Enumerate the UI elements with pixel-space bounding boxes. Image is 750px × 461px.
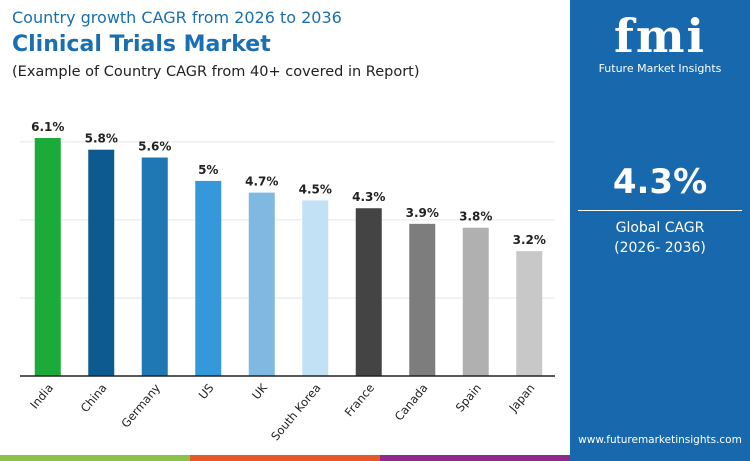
x-tick-label: Germany — [118, 381, 163, 431]
bar-us — [195, 180, 222, 376]
logo-subtitle: Future Market Insights — [598, 62, 722, 75]
data-label: 5% — [198, 163, 218, 177]
x-tick-label: China — [78, 381, 110, 415]
bar-south-korea — [302, 200, 329, 376]
x-tick-label: US — [196, 381, 217, 402]
data-label: 5.6% — [138, 140, 171, 154]
bar-france — [355, 208, 382, 376]
x-tick-label: UK — [249, 381, 270, 403]
x-tick-label: India — [27, 381, 56, 412]
x-tick-label: France — [342, 381, 377, 419]
bar-spain — [462, 227, 489, 376]
website-link[interactable]: www.futuremarketinsights.com — [578, 434, 742, 446]
bar-japan — [516, 251, 543, 376]
x-tick-label: Spain — [453, 381, 484, 415]
footer-strip-green — [0, 455, 190, 461]
data-label: 3.2% — [513, 233, 546, 247]
data-label: 6.1% — [31, 120, 64, 134]
data-label: 3.8% — [459, 210, 492, 224]
chart-note: (Example of Country CAGR from 40+ covere… — [12, 64, 420, 80]
data-label: 3.9% — [406, 206, 439, 220]
bar-uk — [248, 192, 275, 376]
data-label: 4.3% — [352, 190, 385, 204]
bar-china — [88, 149, 115, 376]
divider — [578, 210, 742, 211]
summary-panel: fmi Future Market Insights 4.3% Global C… — [570, 0, 750, 461]
logo-text: fmi — [614, 9, 706, 63]
global-cagr-period: (2026- 2036) — [614, 240, 706, 256]
data-label: 4.7% — [245, 175, 278, 189]
bar-canada — [409, 223, 436, 376]
fmi-logo: fmi Future Market Insights — [570, 12, 750, 75]
footer-strip-purple — [380, 455, 570, 461]
x-tick-label: Japan — [506, 381, 538, 415]
global-cagr-value: 4.3% — [612, 162, 708, 202]
data-label: 5.8% — [85, 132, 118, 146]
x-tick-label: Canada — [392, 381, 431, 424]
bar-germany — [141, 157, 168, 376]
chart-subtitle: Country growth CAGR from 2026 to 2036 — [12, 8, 342, 27]
footer-strip-orange — [190, 455, 380, 461]
bar-india — [34, 138, 61, 376]
global-cagr-label: Global CAGR — [615, 220, 705, 236]
data-label: 4.5% — [299, 182, 332, 196]
chart-title: Clinical Trials Market — [12, 32, 271, 57]
x-tick-label: South Korea — [268, 381, 324, 443]
bar-chart: 6.1% India 5.8% China 5.6% Germany 5% US 4.7% UK 4… — [20, 120, 555, 443]
